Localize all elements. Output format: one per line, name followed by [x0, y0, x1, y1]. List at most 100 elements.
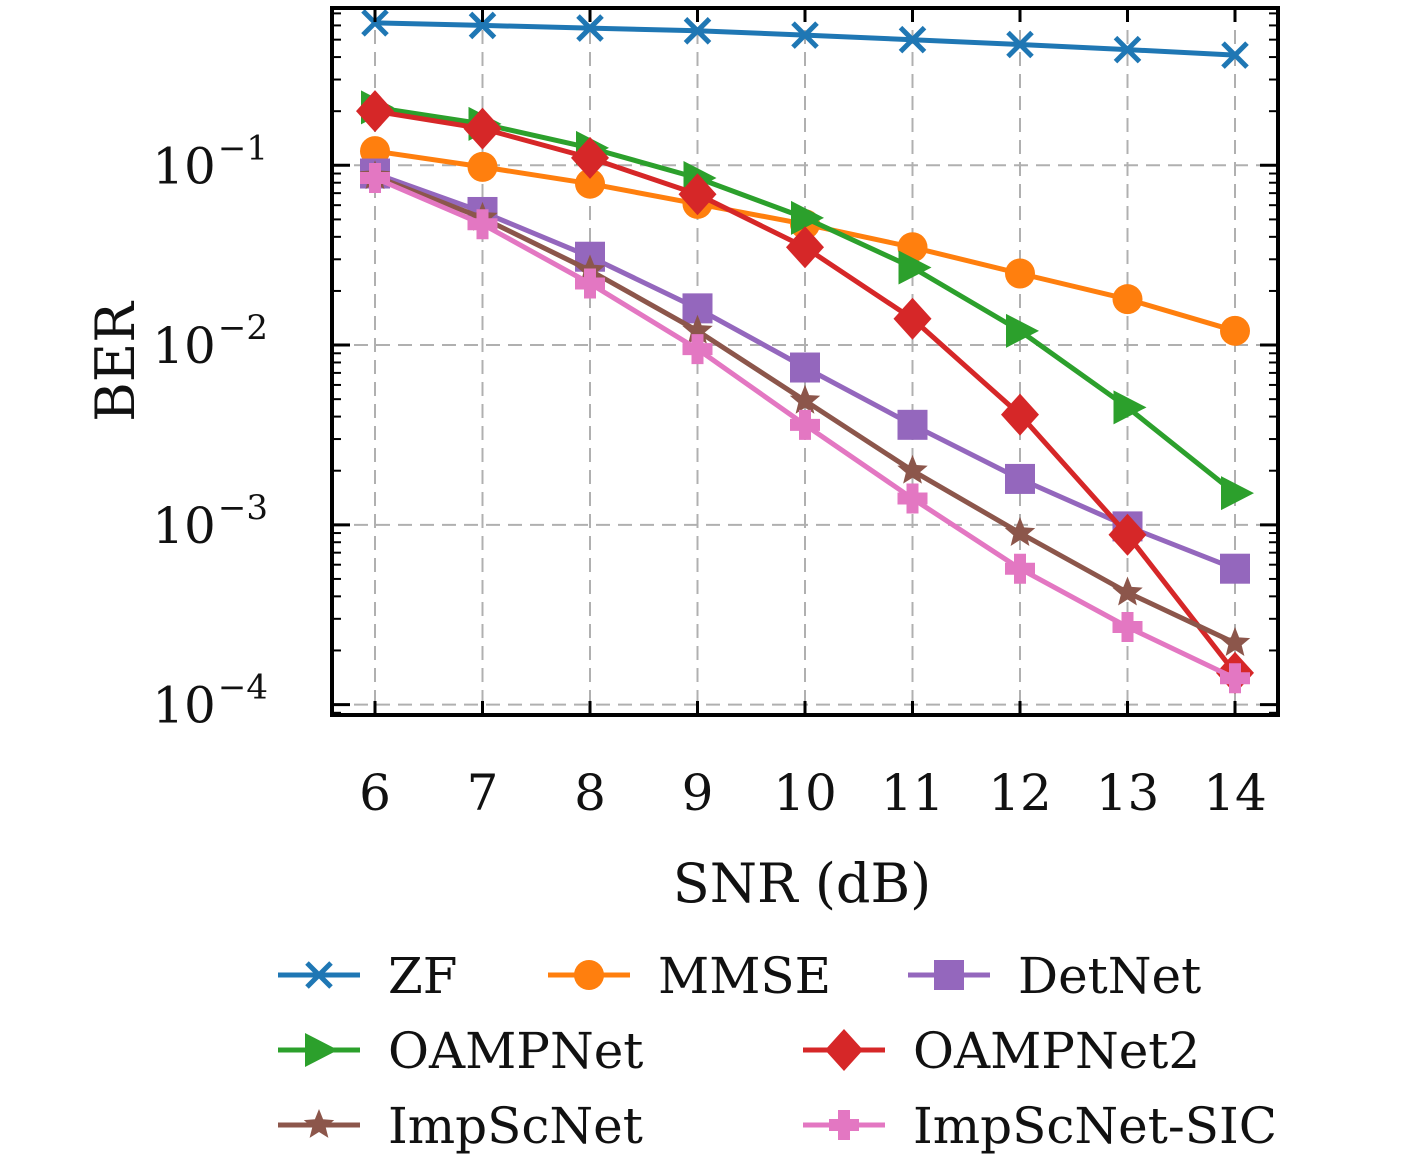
legend-marker	[303, 1109, 335, 1138]
y-tick-label: 10−3	[152, 488, 268, 555]
data-point-zf	[468, 11, 497, 40]
legend-marker	[934, 960, 964, 990]
y-tick-exponent: −2	[218, 308, 268, 348]
series-oampnet2	[356, 90, 1254, 694]
legend-marker	[305, 961, 333, 989]
x-tick-label: 10	[773, 764, 837, 822]
y-tick-exponent: −4	[218, 668, 268, 708]
marker-stroke	[576, 14, 604, 42]
series-impscnet-sic	[360, 162, 1250, 694]
series-layer	[356, 9, 1254, 694]
data-point-mmse	[575, 168, 605, 199]
legend-item-oampnet2: OAMPNet2	[803, 1022, 1200, 1080]
marker-stroke	[361, 9, 389, 37]
legend-item-impscnet-sic: ImpScNet-SIC	[803, 1097, 1277, 1155]
series-zf	[361, 9, 1249, 69]
legend-label: DetNet	[1018, 947, 1201, 1005]
data-point-impscnet	[1219, 627, 1251, 656]
marker-stroke	[898, 25, 927, 54]
marker-stroke	[1113, 35, 1142, 64]
legend-label: ImpScNet	[388, 1097, 643, 1155]
x-tick-label: 12	[988, 764, 1052, 822]
x-tick-label: 11	[881, 764, 945, 822]
data-point-oampnet	[1113, 390, 1147, 425]
legend-marker	[829, 1110, 859, 1140]
data-point-oampnet2	[1001, 393, 1039, 436]
data-point-mmse	[1220, 315, 1250, 346]
data-point-impscnet-sic	[682, 334, 713, 365]
data-point-oampnet2	[678, 173, 717, 216]
data-point-detnet	[1220, 553, 1250, 584]
data-point-impscnet-sic	[1112, 612, 1143, 643]
legend-item-zf: ZF	[278, 947, 457, 1005]
x-tick-label: 7	[467, 764, 499, 822]
legend-item-impscnet: ImpScNet	[278, 1097, 643, 1155]
legend-label: ImpScNet-SIC	[913, 1097, 1277, 1155]
data-point-mmse	[467, 151, 498, 182]
marker-stroke	[683, 17, 712, 45]
y-tick-label: 10−4	[152, 668, 268, 735]
data-point-zf	[361, 9, 389, 37]
data-point-oampnet2	[463, 107, 502, 150]
marker-stroke	[468, 11, 497, 40]
data-point-impscnet	[789, 384, 821, 414]
x-tick-label: 9	[682, 764, 714, 822]
legend-item-oampnet: OAMPNet	[278, 1022, 643, 1080]
data-point-impscnet-sic	[790, 409, 820, 440]
y-tick-exponent: −1	[218, 128, 268, 168]
data-point-oampnet	[1006, 313, 1039, 348]
marker-stroke	[791, 21, 819, 49]
legend-marker	[574, 960, 604, 990]
data-point-zf	[576, 14, 604, 42]
data-point-impscnet	[1112, 576, 1143, 606]
data-point-oampnet	[1221, 476, 1254, 511]
data-point-oampnet	[791, 200, 824, 235]
data-point-impscnet	[682, 314, 713, 344]
legend-label: OAMPNet	[388, 1022, 643, 1080]
legend-label: ZF	[388, 947, 457, 1005]
data-point-oampnet2	[893, 297, 932, 340]
marker-stroke	[1006, 30, 1034, 59]
data-point-oampnet2	[1108, 513, 1147, 556]
legend-item-detnet: DetNet	[908, 947, 1201, 1005]
data-point-mmse	[1005, 258, 1035, 289]
legend-label: OAMPNet2	[913, 1022, 1200, 1080]
x-tick-label: 14	[1203, 764, 1267, 822]
legend-item-mmse: MMSE	[548, 947, 831, 1005]
x-tick-label: 13	[1096, 764, 1160, 822]
data-point-zf	[791, 21, 819, 49]
legend-marker	[305, 1033, 338, 1067]
data-point-impscnet	[1004, 517, 1036, 546]
y-tick-label: 10−2	[152, 308, 268, 375]
data-point-impscnet	[897, 454, 928, 484]
legend-label: MMSE	[658, 947, 831, 1005]
data-point-impscnet-sic	[360, 162, 390, 193]
data-point-impscnet-sic	[1220, 663, 1250, 694]
legend: ZF MMSE DetNet OAMPNet OAMPNet2 ImpScNet ImpSc…	[278, 947, 1277, 1155]
marker-stroke	[305, 961, 333, 989]
y-tick-label: 10−1	[152, 128, 268, 195]
data-point-mmse	[1112, 284, 1143, 315]
data-point-zf	[683, 17, 712, 45]
y-axis-title: BER	[84, 301, 147, 422]
data-point-zf	[1006, 30, 1034, 59]
data-point-oampnet2	[786, 226, 824, 269]
data-point-oampnet2	[571, 136, 609, 179]
data-point-zf	[1221, 41, 1249, 69]
data-point-zf	[1113, 35, 1142, 64]
data-point-detnet	[1005, 463, 1035, 494]
data-point-detnet	[897, 409, 928, 440]
data-point-impscnet-sic	[467, 209, 498, 240]
marker-stroke	[1221, 41, 1249, 69]
y-tick-exponent: −3	[218, 488, 268, 528]
data-point-oampnet	[898, 250, 932, 285]
data-point-zf	[898, 25, 927, 54]
ticks: 6 7 8 9 10 11 12 13 14 10−1 10−2 10−3 10−4	[152, 8, 1278, 822]
x-tick-label: 6	[359, 764, 391, 822]
x-tick-label: 8	[574, 764, 606, 822]
x-axis-title: SNR (dB)	[673, 852, 931, 915]
data-point-impscnet-sic	[575, 268, 605, 299]
data-point-impscnet-sic	[1005, 553, 1035, 584]
data-point-impscnet-sic	[897, 483, 928, 514]
